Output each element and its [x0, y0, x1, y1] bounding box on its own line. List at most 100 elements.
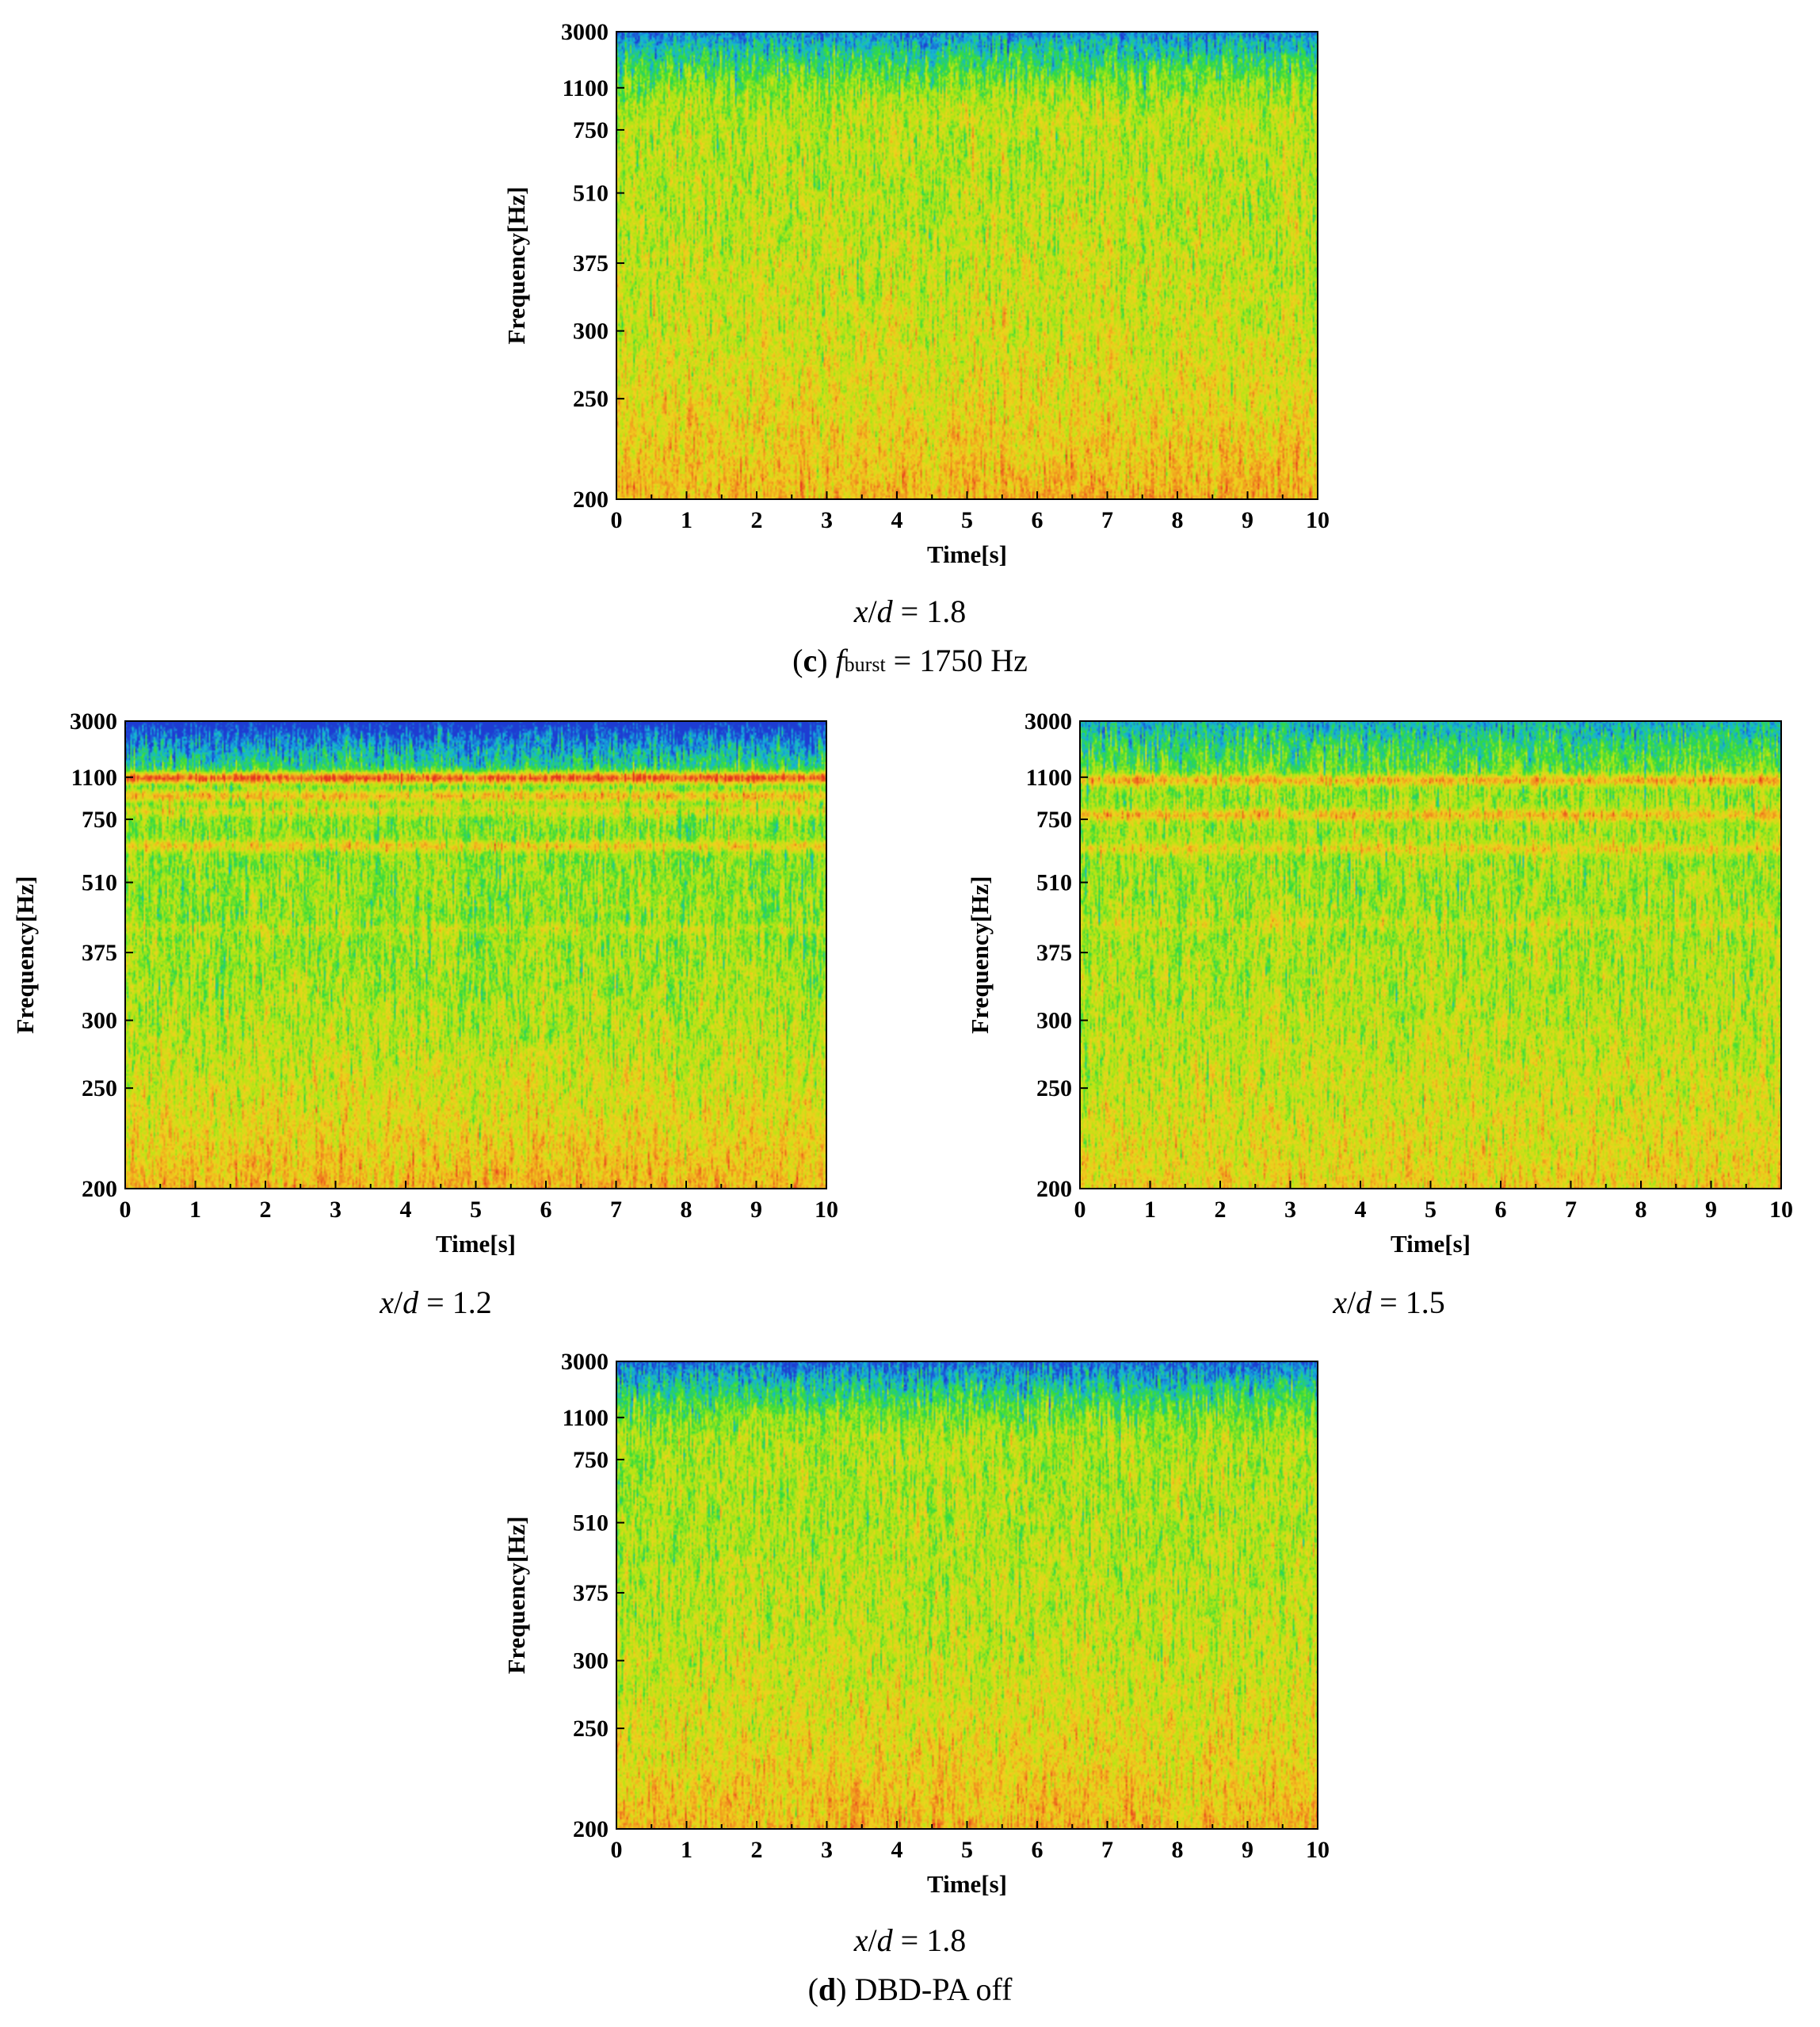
- spectrogram-panel-d-2: 0 1 2 3 4 5 6 7 8 9 10 200 250 300 375 510 750 1100 3000 Ti…: [955, 708, 1795, 1264]
- x-axis-title: Time[s]: [1391, 1230, 1471, 1258]
- y-axis-title: Frequency[Hz]: [502, 1516, 530, 1674]
- y-axis-title: Frequency[Hz]: [11, 876, 39, 1033]
- x-tick-label: 1: [189, 1197, 201, 1223]
- y-tick-label: 300: [573, 319, 609, 345]
- caption-value: = 1.8: [900, 1922, 967, 1958]
- y-tick-label: 750: [1036, 807, 1072, 833]
- y-tick-label: 3000: [561, 1349, 609, 1375]
- x-tick-label: 0: [611, 507, 623, 533]
- x-tick-label: 0: [120, 1197, 132, 1223]
- caption-value: = 1.5: [1379, 1285, 1445, 1320]
- y-tick-label: 250: [573, 1716, 609, 1742]
- x-tick-label: 1: [1144, 1197, 1156, 1223]
- param-value: = 1750 Hz: [893, 643, 1028, 678]
- y-tick-label: 375: [1036, 940, 1072, 966]
- x-tick-label: 1: [681, 1837, 693, 1863]
- y-tick-label: 3000: [561, 19, 609, 45]
- spectrogram-heatmap: [616, 32, 1318, 499]
- spectrogram-svg: 0 1 2 3 4 5 6 7 8 9 10 200 250 300 375 510 750 1100 3000 Ti…: [502, 19, 1330, 568]
- y-tick-label: 250: [1036, 1075, 1072, 1101]
- x-tick-label: 7: [1101, 1837, 1113, 1863]
- y-axis-title: Frequency[Hz]: [966, 876, 994, 1033]
- x-tick-label: 0: [1074, 1197, 1086, 1223]
- x-axis-title: Time[s]: [927, 1870, 1007, 1898]
- x-tick-label: 4: [1355, 1197, 1367, 1223]
- x-tick-label: 2: [751, 507, 763, 533]
- x-tick-label: 0: [611, 1837, 623, 1863]
- caption-d-xd-3: x/d = 1.8: [853, 1922, 967, 1958]
- y-tick-label: 510: [1036, 870, 1072, 896]
- spectrogram-heatmap: [616, 1361, 1318, 1829]
- x-tick-label: 4: [891, 507, 903, 533]
- x-tick-label: 4: [891, 1837, 903, 1863]
- x-tick-label: 2: [751, 1837, 763, 1863]
- x-tick-label: 5: [1425, 1197, 1437, 1223]
- caption-value: = 1.8: [900, 594, 967, 629]
- y-tick-label: 300: [82, 1008, 117, 1034]
- spectrogram-svg: 0 1 2 3 4 5 6 7 8 9 10 200 250 300 375 510 750 1100 3000 Ti…: [966, 708, 1793, 1258]
- y-tick-label: 200: [82, 1176, 117, 1202]
- spectrogram-heatmap: [1080, 721, 1781, 1189]
- y-tick-label: 1100: [563, 75, 609, 101]
- x-tick-label: 8: [1172, 1837, 1184, 1863]
- x-tick-label: 2: [1215, 1197, 1227, 1223]
- x-tick-label: 5: [961, 1837, 973, 1863]
- y-tick-label: 250: [573, 386, 609, 412]
- caption-d-xd-1: x/d = 1.2: [380, 1285, 492, 1320]
- x-tick-label: 10: [1306, 507, 1330, 533]
- y-tick-label: 510: [573, 1510, 609, 1536]
- x-tick-label: 5: [961, 507, 973, 533]
- x-tick-label: 7: [1565, 1197, 1577, 1223]
- x-tick-label: 6: [1032, 1837, 1044, 1863]
- caption-value: = 1.2: [426, 1285, 492, 1320]
- x-tick-label: 9: [1242, 1837, 1253, 1863]
- x-tick-label: 8: [1172, 507, 1184, 533]
- y-tick-label: 250: [82, 1075, 117, 1101]
- x-tick-label: 8: [681, 1197, 693, 1223]
- subfig-text: DBD-PA off: [854, 1972, 1013, 2007]
- y-tick-label: 750: [573, 1447, 609, 1473]
- spectrogram-heatmap: [125, 721, 826, 1189]
- x-tick-label: 10: [815, 1197, 838, 1223]
- y-axis-title: Frequency[Hz]: [502, 186, 530, 344]
- x-tick-label: 2: [260, 1197, 272, 1223]
- x-tick-label: 8: [1635, 1197, 1647, 1223]
- x-tick-label: 6: [1032, 507, 1044, 533]
- x-tick-label: 3: [1284, 1197, 1296, 1223]
- x-tick-label: 1: [681, 507, 693, 533]
- x-tick-label: 4: [400, 1197, 412, 1223]
- spectrogram-svg: 0 1 2 3 4 5 6 7 8 9 10 200 250 300 375 510 750 1100 3000 Ti…: [11, 708, 838, 1258]
- y-tick-label: 1100: [1026, 765, 1072, 791]
- x-tick-label: 7: [1101, 507, 1113, 533]
- y-tick-label: 3000: [70, 708, 117, 735]
- y-tick-label: 1100: [563, 1405, 609, 1431]
- subfig-label: d: [818, 1972, 837, 2007]
- x-tick-label: 9: [750, 1197, 762, 1223]
- y-tick-label: 300: [1036, 1008, 1072, 1034]
- spectrogram-panel-d-1: 0 1 2 3 4 5 6 7 8 9 10 200 250 300 375 510 750 1100 3000 Ti…: [0, 708, 840, 1264]
- y-tick-label: 375: [82, 940, 117, 966]
- spectrogram-svg: 0 1 2 3 4 5 6 7 8 9 10 200 250 300 375 510 750 1100 3000 Ti…: [502, 1349, 1330, 1898]
- x-tick-label: 7: [610, 1197, 622, 1223]
- spectrogram-panel-c: 0 1 2 3 4 5 6 7 8 9 10 200 250 300 375 510 750 1100 3000 Ti…: [491, 19, 1331, 575]
- y-tick-label: 3000: [1024, 708, 1072, 735]
- spectrogram-panel-d-3: 0 1 2 3 4 5 6 7 8 9 10 200 250 300 375 510 750 1100 3000 Ti…: [491, 1349, 1331, 1904]
- x-tick-label: 5: [470, 1197, 482, 1223]
- y-tick-label: 200: [573, 1816, 609, 1842]
- y-tick-label: 750: [573, 117, 609, 143]
- y-tick-label: 750: [82, 807, 117, 833]
- x-tick-label: 3: [821, 1837, 833, 1863]
- y-tick-label: 1100: [71, 765, 117, 791]
- x-axis-title: Time[s]: [436, 1230, 516, 1258]
- x-tick-label: 6: [540, 1197, 552, 1223]
- y-tick-label: 200: [573, 487, 609, 513]
- x-tick-label: 9: [1705, 1197, 1717, 1223]
- param-subscript: burst: [844, 653, 886, 676]
- caption-d-xd-2: x/d = 1.5: [1333, 1285, 1445, 1320]
- caption-c-xd: x/d = 1.8: [853, 594, 967, 629]
- y-tick-label: 300: [573, 1648, 609, 1674]
- y-tick-label: 510: [573, 181, 609, 207]
- y-tick-label: 510: [82, 870, 117, 896]
- x-tick-label: 3: [821, 507, 833, 533]
- y-tick-label: 375: [573, 250, 609, 277]
